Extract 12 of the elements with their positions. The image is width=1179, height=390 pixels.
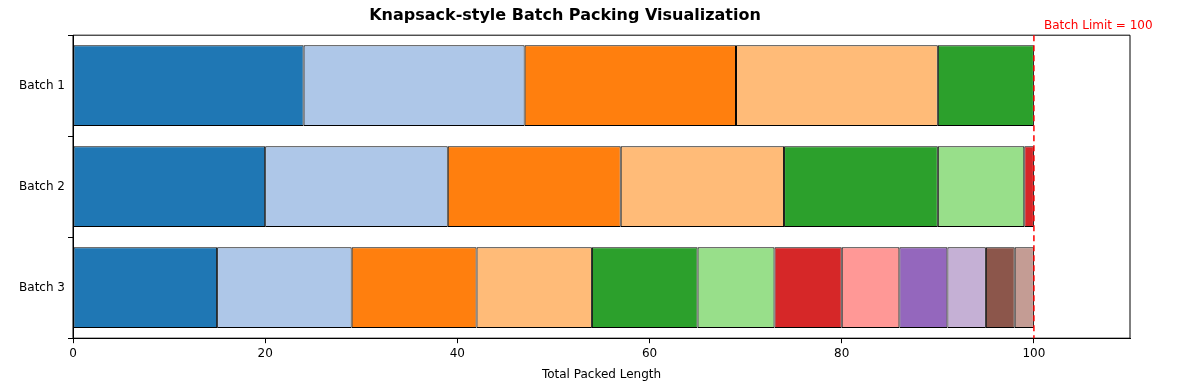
y-tick-label: Batch 3 (19, 279, 65, 294)
y-tick-label: Batch 1 (19, 77, 65, 92)
y-tick-label: Batch 2 (19, 178, 65, 193)
x-tick-label: 100 (1022, 345, 1046, 360)
x-tick-label: 0 (69, 345, 77, 360)
x-tick-label: 20 (257, 345, 273, 360)
x-tick-label: 80 (834, 345, 850, 360)
ref-line-label: Batch Limit = 100 (1043, 18, 1153, 33)
x-tick-label: 40 (449, 345, 465, 360)
chart-title: Knapsack-style Batch Packing Visualization (369, 4, 761, 24)
x-axis-title: Total Packed Length (540, 366, 662, 381)
x-tick-label: 60 (641, 345, 658, 360)
